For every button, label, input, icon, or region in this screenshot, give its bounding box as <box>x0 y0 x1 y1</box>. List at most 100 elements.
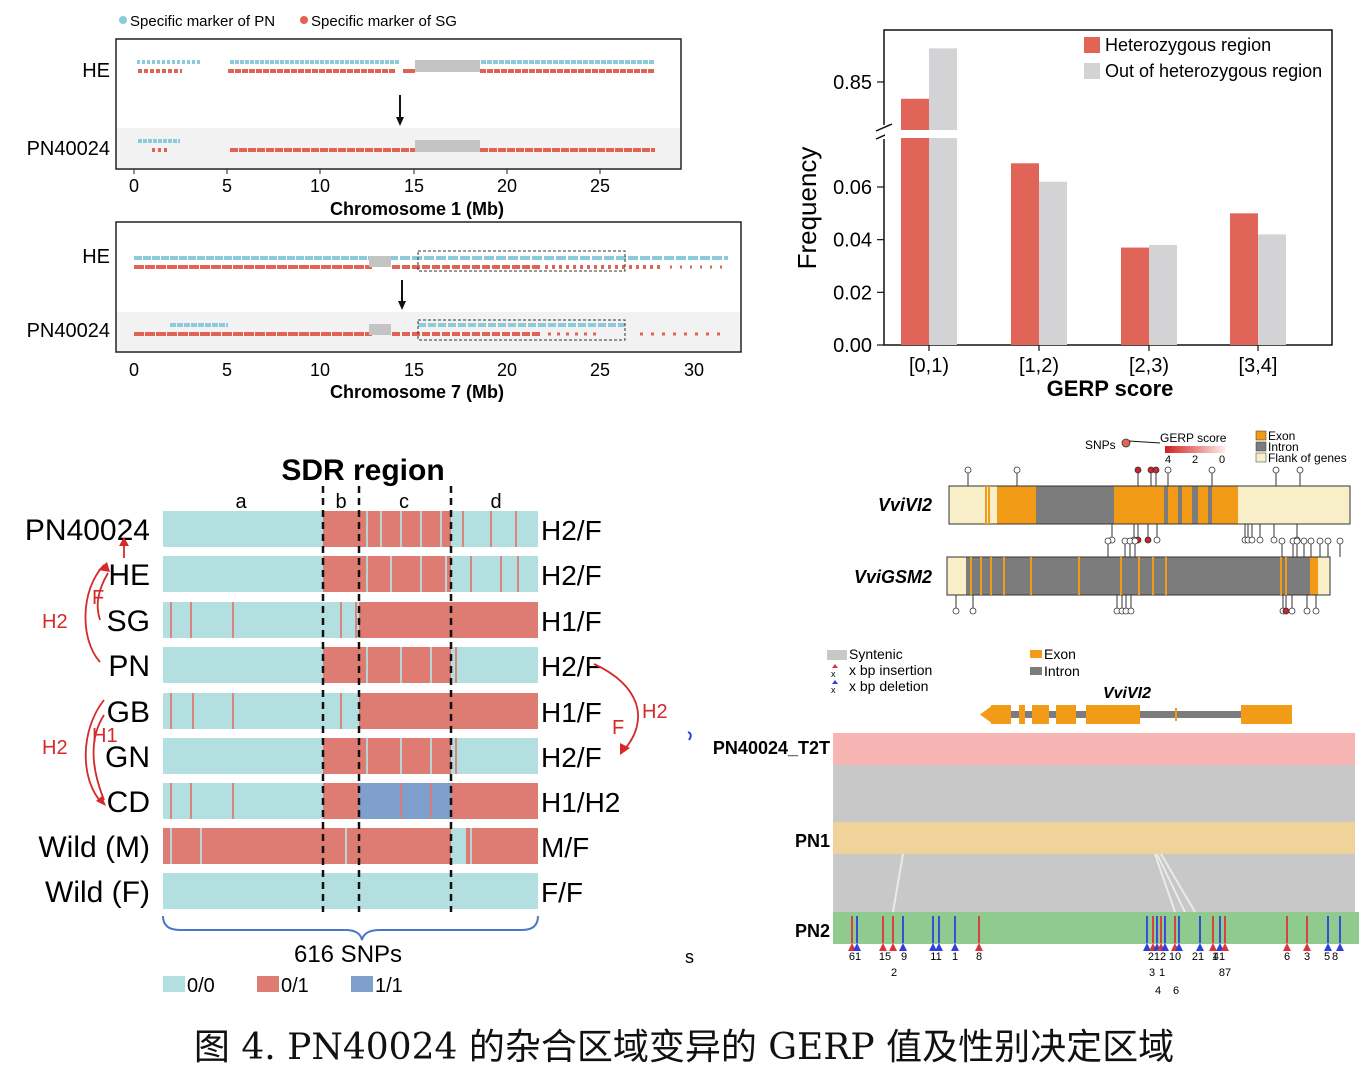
deletion-marker <box>929 943 937 951</box>
genotype-block <box>359 556 451 592</box>
snp-lollipop <box>1256 536 1264 544</box>
genotype-block <box>359 602 451 638</box>
legend-exon-swatch-e <box>1030 650 1042 658</box>
genotype-block <box>323 647 359 683</box>
chr7-x-axis: 0 5 10 15 20 25 30 <box>129 360 704 380</box>
legend-flank-label: Flank of genes <box>1268 451 1347 465</box>
deletion-marker <box>1324 943 1332 951</box>
marker-label: 3 <box>1149 967 1155 979</box>
genotype-stripe <box>400 738 402 774</box>
insertion-marker <box>1283 943 1291 951</box>
sample-genotype: H2/F <box>541 560 602 591</box>
snp-bracket <box>162 915 539 941</box>
legend-intron-label: Intron <box>1268 440 1299 454</box>
legend-syntenic-label: Syntenic <box>849 646 903 662</box>
genotype-block <box>359 738 451 774</box>
snp-lollipop <box>1272 466 1280 474</box>
insertion-marker <box>1303 943 1311 951</box>
snp-lollipop <box>1127 607 1135 615</box>
gene-segment <box>997 486 1036 524</box>
region-a: a <box>235 491 247 513</box>
chart-xtick: [0,1) <box>909 355 949 377</box>
genotype-stripe <box>430 647 432 683</box>
legend-intron-swatch <box>1255 441 1267 452</box>
genotype-block <box>323 828 359 864</box>
genotype-block <box>451 602 538 638</box>
marker-label: 1 <box>1212 951 1218 963</box>
vvivi2-gene-model <box>980 705 1292 724</box>
bar-het-3 <box>1230 213 1258 345</box>
chart-xtick: [2,3) <box>1129 355 1169 377</box>
legend-00-label: 0/0 <box>187 975 215 997</box>
marker-label: 87 <box>1219 967 1231 979</box>
genotype-stripe <box>420 556 422 592</box>
snp-lollipop <box>964 466 972 474</box>
chr7-tick: 0 <box>129 360 139 380</box>
snp-lollipop <box>1013 466 1021 474</box>
legend-sg-dot <box>300 16 308 24</box>
chart-xtick: [1,2) <box>1019 355 1059 377</box>
gene-segment <box>1198 486 1208 524</box>
genotype-block <box>163 693 323 729</box>
sample-name: Wild (F) <box>45 876 150 909</box>
snp-lollipop <box>1164 466 1172 474</box>
marker-label: 8 <box>976 951 982 963</box>
genotype-stripe <box>190 783 192 819</box>
sample-genotype: H1/H2 <box>541 787 620 818</box>
snp-count: 616 SNPs <box>294 941 402 968</box>
sample-name: GN <box>105 741 150 774</box>
arrow-label-h2: H2 <box>42 737 68 759</box>
genotype-stripe <box>192 693 194 729</box>
gerp-tick: 4 <box>1165 454 1171 466</box>
genotype-stripe <box>517 556 519 592</box>
legend-intron-label-e: Intron <box>1044 663 1080 679</box>
region-d: d <box>490 491 501 513</box>
genotype-block <box>359 693 451 729</box>
legend-flank-swatch <box>1255 452 1267 463</box>
sample-name: GB <box>107 696 150 729</box>
genotype-stripe <box>366 556 368 592</box>
genotype-stripe <box>340 602 342 638</box>
bar-het-0 <box>901 98 929 345</box>
legend-intron-swatch-e <box>1030 667 1042 675</box>
gene-segment <box>1208 486 1212 524</box>
chr1-row-pn40024: PN40024 <box>27 138 110 160</box>
marker-label: 9 <box>901 951 907 963</box>
chr1-tick: 0 <box>129 176 139 196</box>
region-c: c <box>399 491 409 513</box>
sdr-title: SDR region <box>281 454 444 487</box>
chr1-frame <box>115 38 682 170</box>
chart-ylabel: Frequency <box>792 147 822 270</box>
legend-11-label: 1/1 <box>375 975 403 997</box>
snp-lollipop <box>1336 537 1344 545</box>
snp-legend-icon <box>1121 438 1131 448</box>
genotype-block <box>163 783 323 819</box>
gerp-tick: 2 <box>1192 454 1198 466</box>
genotype-stripe <box>470 556 472 592</box>
deletion-marker <box>935 943 943 951</box>
gene-segment <box>947 557 966 595</box>
legend-sg-label: Specific marker of SG <box>311 13 457 30</box>
sample-name: Wild (M) <box>38 831 150 864</box>
gene-segment <box>1192 486 1198 524</box>
deletion-marker <box>1196 943 1204 951</box>
genotype-block <box>451 873 538 909</box>
gene-segment <box>1310 557 1318 595</box>
genotype-stripe <box>366 738 368 774</box>
marker-label: 212 <box>1148 951 1166 963</box>
snp-lollipop <box>1316 537 1324 545</box>
genotype-stripe <box>430 738 432 774</box>
legend-pn-label: Specific marker of PN <box>130 13 275 30</box>
track-pn2 <box>833 912 1359 944</box>
chr7-tick: 30 <box>684 360 704 380</box>
legend-out-label: Out of heterozygous region <box>1105 61 1322 81</box>
genotype-block <box>323 511 359 547</box>
chr7-tick: 15 <box>404 360 424 380</box>
snp-lollipop <box>1288 607 1296 615</box>
arrow-label-h1: H1 <box>92 725 118 747</box>
genotype-block <box>163 511 323 547</box>
genotype-stripe <box>380 511 382 547</box>
sdr-boundaries <box>321 486 453 912</box>
genotype-stripe <box>390 556 392 592</box>
chr7-he-sdr-box <box>417 250 626 272</box>
